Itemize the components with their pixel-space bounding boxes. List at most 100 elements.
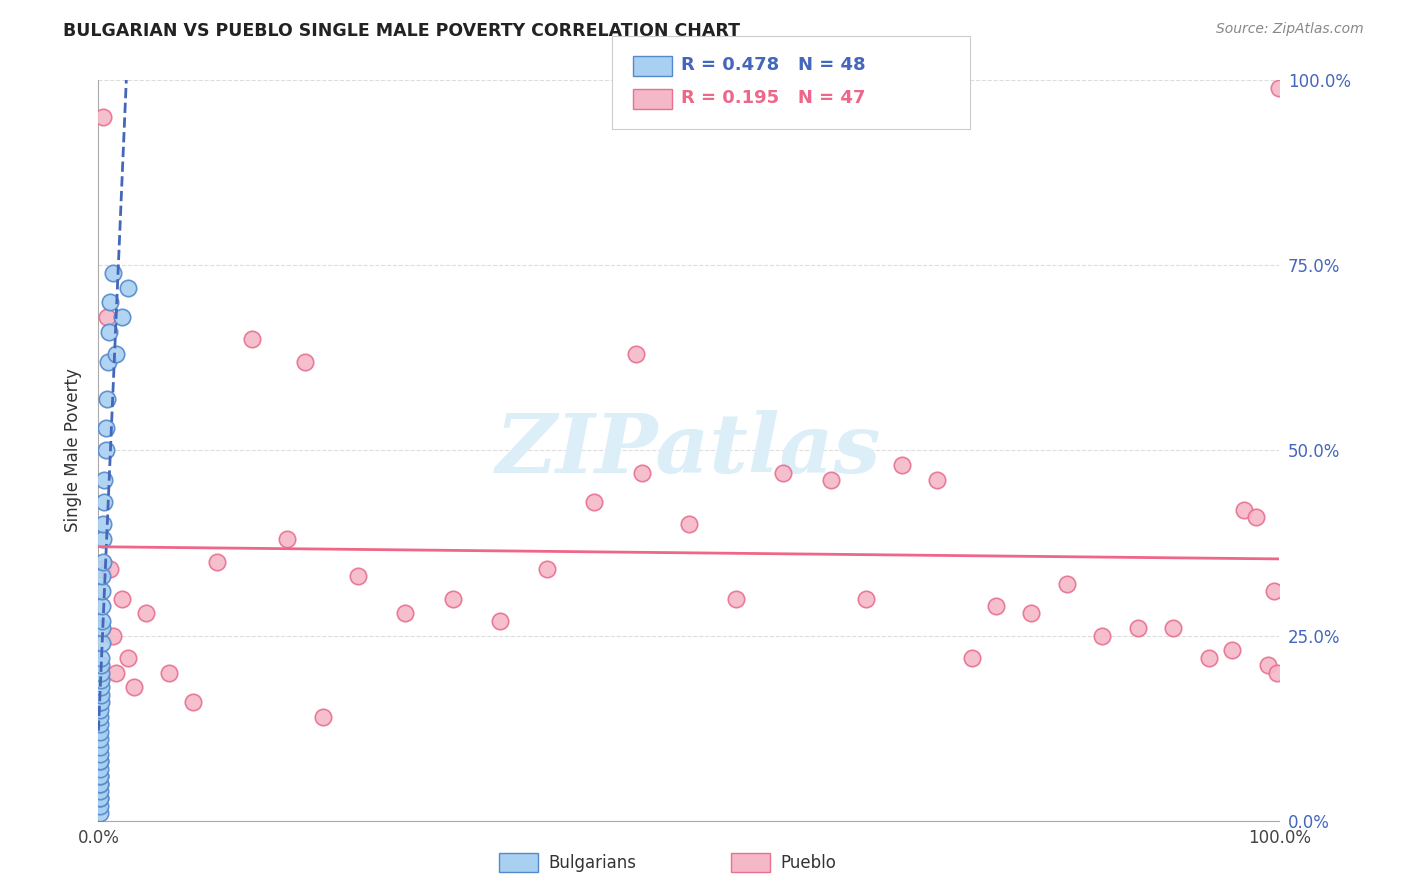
- Point: [294, 354, 316, 368]
- Point: [98, 562, 121, 576]
- Point: [89, 791, 111, 805]
- Point: [441, 591, 464, 606]
- Point: [117, 650, 139, 665]
- Point: [91, 569, 114, 583]
- Point: [90, 658, 112, 673]
- Point: [1091, 628, 1114, 642]
- Point: [1244, 510, 1267, 524]
- Point: [91, 555, 114, 569]
- Point: [89, 710, 111, 724]
- Point: [772, 466, 794, 480]
- Point: [91, 517, 114, 532]
- Point: [117, 280, 139, 294]
- Point: [962, 650, 984, 665]
- Point: [96, 392, 118, 406]
- Text: Bulgarians: Bulgarians: [548, 854, 637, 871]
- Point: [89, 747, 111, 761]
- Point: [489, 614, 512, 628]
- Point: [1198, 650, 1220, 665]
- Point: [1021, 607, 1043, 621]
- Point: [89, 739, 111, 754]
- Text: Pueblo: Pueblo: [780, 854, 837, 871]
- Point: [89, 724, 111, 739]
- Point: [984, 599, 1007, 613]
- Point: [90, 688, 112, 702]
- Point: [624, 347, 647, 361]
- Point: [90, 650, 112, 665]
- Point: [89, 755, 111, 769]
- Point: [91, 614, 114, 628]
- Point: [312, 710, 335, 724]
- Point: [240, 332, 263, 346]
- Point: [90, 673, 112, 687]
- Point: [89, 703, 111, 717]
- Point: [1161, 621, 1184, 635]
- Point: [91, 599, 114, 613]
- Point: [105, 665, 128, 680]
- Point: [93, 473, 115, 487]
- Text: ZIPatlas: ZIPatlas: [496, 410, 882, 491]
- Point: [93, 495, 115, 509]
- Point: [94, 421, 117, 435]
- Point: [394, 607, 416, 621]
- Point: [1257, 658, 1279, 673]
- Point: [1220, 643, 1243, 657]
- Point: [890, 458, 912, 473]
- Point: [94, 443, 117, 458]
- Point: [1268, 80, 1291, 95]
- Point: [98, 295, 121, 310]
- Point: [89, 762, 111, 776]
- Point: [90, 665, 112, 680]
- Point: [89, 769, 111, 783]
- Point: [101, 266, 124, 280]
- Point: [91, 584, 114, 599]
- Point: [91, 533, 114, 547]
- Point: [1233, 502, 1256, 516]
- Point: [820, 473, 842, 487]
- Point: [925, 473, 948, 487]
- Point: [1056, 576, 1078, 591]
- Point: [583, 495, 606, 509]
- Point: [1126, 621, 1149, 635]
- Text: R = 0.195   N = 47: R = 0.195 N = 47: [681, 89, 865, 107]
- Point: [111, 591, 134, 606]
- Point: [89, 791, 111, 805]
- Point: [91, 636, 114, 650]
- Text: R = 0.478   N = 48: R = 0.478 N = 48: [681, 56, 865, 74]
- Point: [347, 569, 370, 583]
- Point: [205, 555, 228, 569]
- Point: [111, 310, 134, 325]
- Point: [90, 695, 112, 709]
- Point: [181, 695, 204, 709]
- Point: [122, 681, 145, 695]
- Point: [536, 562, 558, 576]
- Point: [89, 769, 111, 783]
- Text: Source: ZipAtlas.com: Source: ZipAtlas.com: [1216, 22, 1364, 37]
- Point: [91, 111, 114, 125]
- Point: [91, 562, 114, 576]
- Point: [1265, 665, 1288, 680]
- Point: [101, 628, 124, 642]
- Point: [725, 591, 748, 606]
- Point: [96, 310, 118, 325]
- Point: [1263, 584, 1285, 599]
- Point: [135, 607, 157, 621]
- Point: [678, 517, 700, 532]
- Point: [91, 621, 114, 635]
- Point: [89, 717, 111, 731]
- Point: [89, 755, 111, 769]
- Point: [89, 776, 111, 791]
- Y-axis label: Single Male Poverty: Single Male Poverty: [65, 368, 83, 533]
- Point: [89, 732, 111, 747]
- Point: [89, 776, 111, 791]
- Point: [89, 806, 111, 821]
- Point: [105, 347, 128, 361]
- Point: [276, 533, 298, 547]
- Point: [89, 695, 111, 709]
- Text: BULGARIAN VS PUEBLO SINGLE MALE POVERTY CORRELATION CHART: BULGARIAN VS PUEBLO SINGLE MALE POVERTY …: [63, 22, 741, 40]
- Point: [90, 681, 112, 695]
- Point: [630, 466, 652, 480]
- Point: [157, 665, 180, 680]
- Point: [855, 591, 877, 606]
- Point: [89, 798, 111, 813]
